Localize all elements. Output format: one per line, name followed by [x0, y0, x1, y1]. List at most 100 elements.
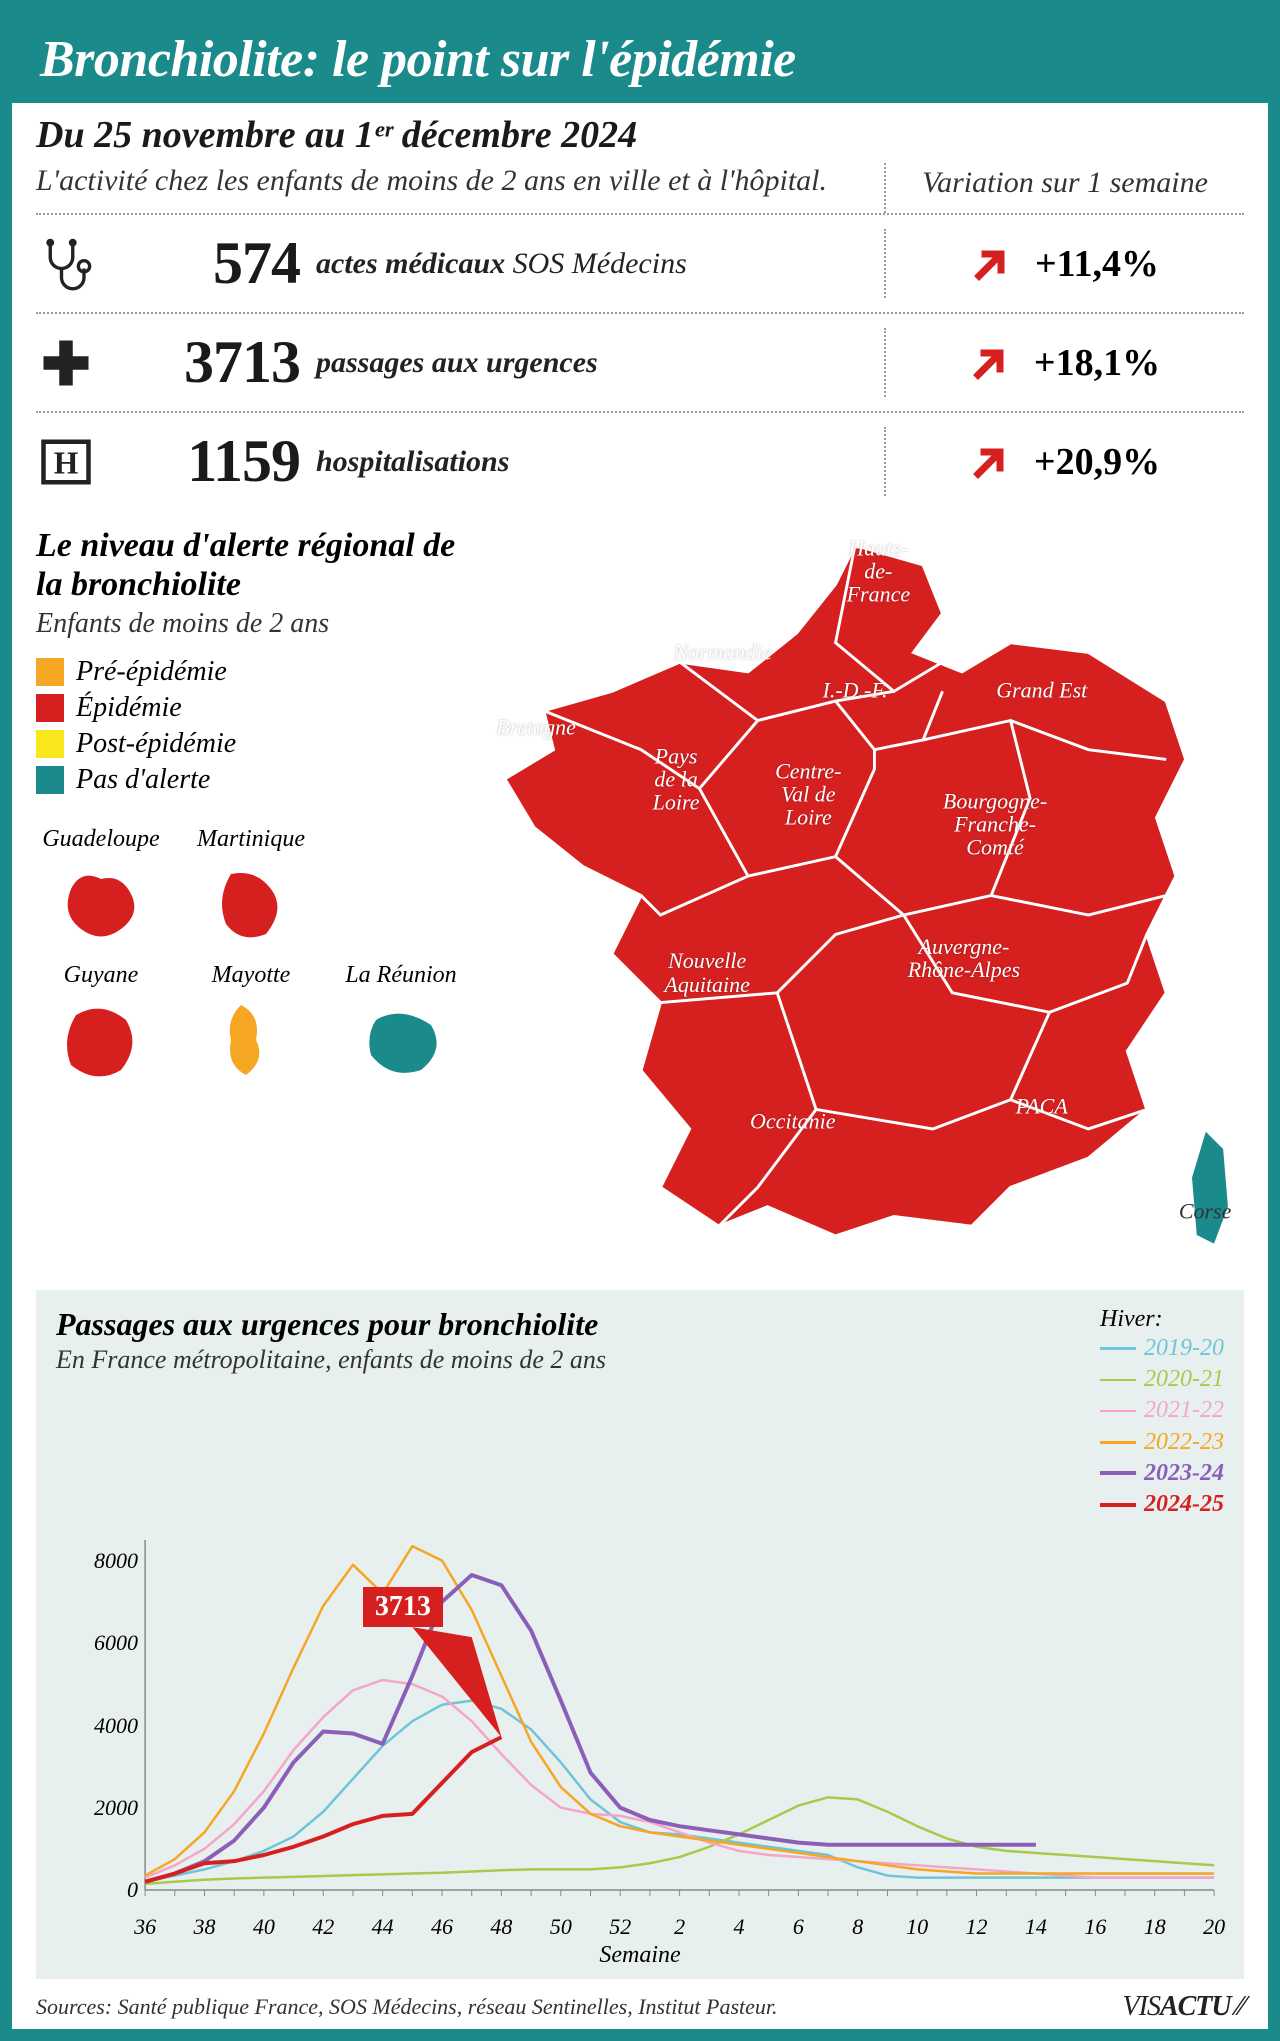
stat-variation: +18,1% — [884, 328, 1244, 397]
region-label: Auvergne-Rhône-Alpes — [908, 934, 1020, 980]
territory: Mayotte — [186, 962, 316, 1090]
territory: Guadeloupe — [36, 826, 166, 954]
main-title: Bronchiolite: le point sur l'épidémie — [40, 30, 1240, 89]
hospital-icon: H — [36, 432, 96, 492]
chart-legend-item: 2022-23 — [1100, 1427, 1224, 1458]
legend-item: Épidémie — [36, 692, 456, 724]
legend-label: Post-épidémie — [76, 728, 236, 760]
legend-swatch — [36, 694, 64, 722]
legend-item: Post-épidémie — [36, 728, 456, 760]
territory: La Réunion — [336, 962, 466, 1090]
legend-item: Pré-épidémie — [36, 656, 456, 688]
x-tick-label: 10 — [906, 1914, 928, 1940]
chart-title: Passages aux urgences pour bronchiolite — [56, 1306, 606, 1343]
x-tick-label: 18 — [1144, 1914, 1166, 1940]
legend-swatch — [36, 766, 64, 794]
chart-legend-item: 2020-21 — [1100, 1364, 1224, 1395]
stethoscope-icon — [36, 234, 96, 294]
x-tick-label: 4 — [733, 1914, 744, 1940]
line-chart: 0200040006000800036384042444648505224681… — [56, 1530, 1224, 1910]
territory-name: Guyane — [36, 962, 166, 989]
stat-value: 574 — [126, 229, 316, 298]
chart-legend-item: 2021-22 — [1100, 1395, 1224, 1426]
stat-row: H 1159 hospitalisations +20,9% — [36, 411, 1244, 510]
territory — [336, 826, 466, 954]
territory-shape — [46, 995, 156, 1085]
region-label: Normandie — [673, 641, 772, 664]
region-label: Grand Est — [996, 678, 1087, 701]
territory-name: La Réunion — [336, 962, 466, 989]
arrow-up-icon — [970, 442, 1010, 482]
chart-legend: Hiver:2019-202020-212021-222022-232023-2… — [1100, 1306, 1224, 1520]
region-label: Paysde laLoire — [653, 744, 700, 813]
stat-row: 574 actes médicaux SOS Médecins +11,4% — [36, 213, 1244, 312]
y-tick-label: 4000 — [94, 1713, 138, 1739]
chart-subtitle: En France métropolitaine, enfants de moi… — [56, 1345, 606, 1375]
region-label: I.-D.-F. — [823, 678, 888, 701]
x-axis-title: Semaine — [56, 1942, 1224, 1969]
stat-variation: +20,9% — [884, 427, 1244, 496]
stat-label: hospitalisations — [316, 445, 884, 479]
x-tick-label: 6 — [793, 1914, 804, 1940]
x-tick-label: 36 — [134, 1914, 156, 1940]
x-tick-label: 40 — [253, 1914, 275, 1940]
legend-label: Pas d'alerte — [76, 764, 210, 796]
brand-logo: VISACTU ⁄⁄ — [1123, 1991, 1244, 2023]
x-tick-label: 44 — [372, 1914, 394, 1940]
plus-icon — [36, 333, 96, 393]
x-tick-label: 20 — [1203, 1914, 1225, 1940]
stat-value: 3713 — [126, 328, 316, 397]
x-tick-label: 48 — [490, 1914, 512, 1940]
territory-shape — [46, 859, 156, 949]
legend-label: Épidémie — [76, 692, 182, 724]
x-tick-label: 52 — [609, 1914, 631, 1940]
territory-shape — [196, 995, 306, 1085]
x-tick-label: 42 — [312, 1914, 334, 1940]
region-label: Hauts-de-France — [847, 536, 911, 605]
chart-legend-item: 2024-25 — [1100, 1489, 1224, 1520]
x-tick-label: 16 — [1084, 1914, 1106, 1940]
sources: Sources: Santé publique France, SOS Méde… — [36, 1994, 778, 2020]
region-label: Occitanie — [750, 1110, 836, 1133]
svg-text:H: H — [54, 445, 79, 480]
territory-shape — [346, 995, 456, 1085]
region-label: NouvelleAquitaine — [664, 949, 750, 995]
chart-callout: 3713 — [363, 1587, 443, 1627]
region-label: Bretagne — [496, 715, 576, 738]
stat-variation: +11,4% — [884, 229, 1244, 298]
x-tick-label: 12 — [966, 1914, 988, 1940]
y-tick-label: 8000 — [94, 1548, 138, 1574]
territory: Martinique — [186, 826, 316, 954]
x-tick-label: 46 — [431, 1914, 453, 1940]
territory-name: Martinique — [186, 826, 316, 853]
y-tick-label: 0 — [127, 1877, 138, 1903]
region-label: Centre-Val deLoire — [775, 759, 841, 828]
arrow-up-icon — [971, 244, 1011, 284]
stat-label: actes médicaux SOS Médecins — [316, 247, 884, 281]
alert-title: Le niveau d'alerte régional de la bronch… — [36, 526, 456, 604]
title-bar: Bronchiolite: le point sur l'épidémie — [12, 12, 1268, 103]
stat-row: 3713 passages aux urgences +18,1% — [36, 312, 1244, 411]
subtitle: Du 25 novembre au 1ᵉʳ décembre 2024 — [36, 113, 1244, 157]
variation-header: Variation sur 1 semaine — [884, 163, 1244, 213]
chart-section: Passages aux urgences pour bronchiolite … — [36, 1290, 1244, 1979]
y-tick-label: 2000 — [94, 1795, 138, 1821]
arrow-up-icon — [970, 343, 1010, 383]
territory-name: Guadeloupe — [36, 826, 166, 853]
stat-label: passages aux urgences — [316, 346, 884, 380]
legend-swatch — [36, 658, 64, 686]
y-tick-label: 6000 — [94, 1630, 138, 1656]
chart-legend-item: 2019-20 — [1100, 1333, 1224, 1364]
france-map: Hauts-de-France Normandie I.-D.-F. Grand Es… — [466, 526, 1244, 1270]
x-tick-label: 38 — [193, 1914, 215, 1940]
x-tick-label: 8 — [852, 1914, 863, 1940]
alert-subtitle: Enfants de moins de 2 ans — [36, 608, 456, 640]
territory: Guyane — [36, 962, 166, 1090]
description: L'activité chez les enfants de moins de … — [36, 163, 884, 199]
territory-name: Mayotte — [186, 962, 316, 989]
legend-item: Pas d'alerte — [36, 764, 456, 796]
x-tick-label: 50 — [550, 1914, 572, 1940]
territory-shape — [196, 859, 306, 949]
stat-value: 1159 — [126, 427, 316, 496]
region-label: Corse — [1179, 1199, 1232, 1222]
